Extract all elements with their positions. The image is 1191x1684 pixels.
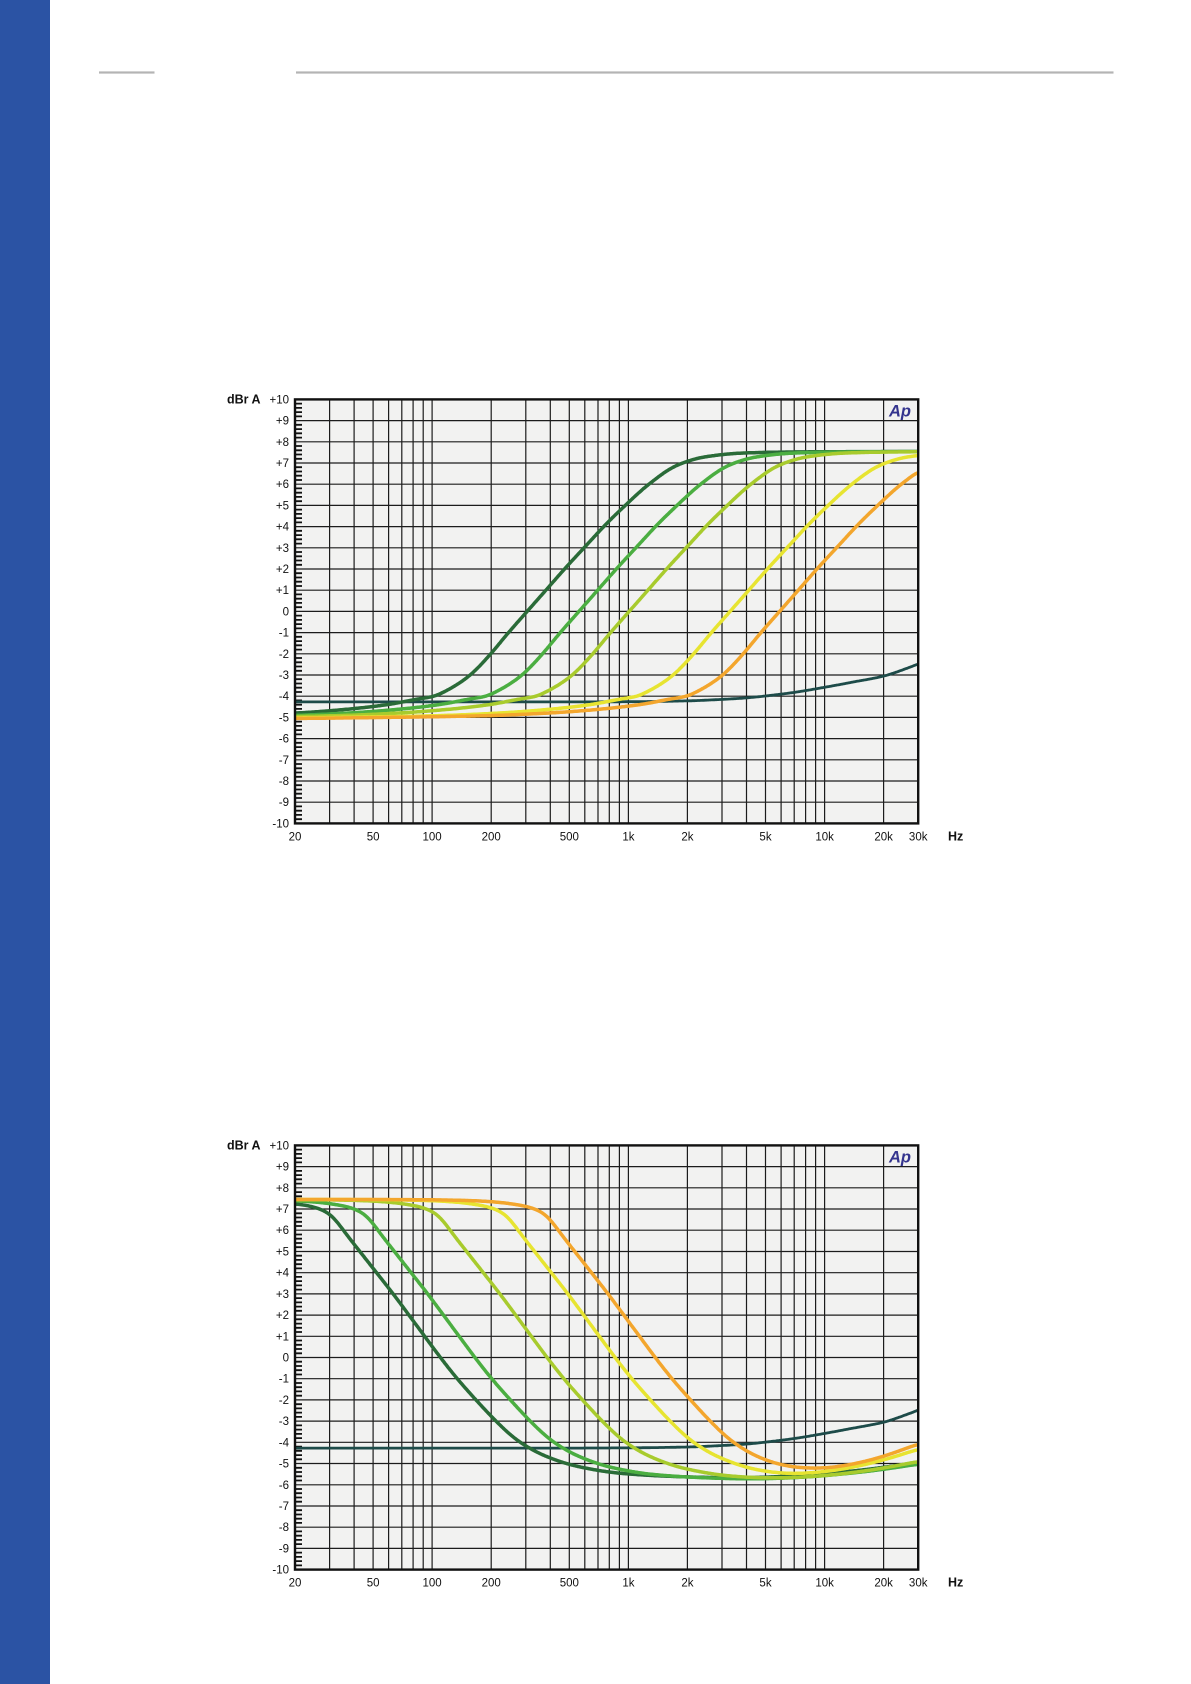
svg-text:+8: +8 xyxy=(276,1183,289,1195)
svg-text:+3: +3 xyxy=(276,1289,289,1301)
svg-text:0: 0 xyxy=(283,1353,289,1365)
svg-text:-10: -10 xyxy=(272,1565,289,1577)
svg-text:-3: -3 xyxy=(279,670,289,682)
svg-text:+4: +4 xyxy=(276,1268,290,1280)
svg-text:1k: 1k xyxy=(622,1578,634,1590)
svg-text:20k: 20k xyxy=(874,831,893,843)
svg-text:dBr A: dBr A xyxy=(227,1139,261,1153)
svg-text:+10: +10 xyxy=(269,394,289,406)
svg-text:Hz: Hz xyxy=(948,1576,963,1590)
svg-text:-4: -4 xyxy=(279,1437,290,1449)
svg-text:+10: +10 xyxy=(269,1140,289,1152)
svg-text:+3: +3 xyxy=(276,543,289,555)
svg-text:200: 200 xyxy=(482,1578,501,1590)
svg-text:-4: -4 xyxy=(279,691,290,703)
svg-text:+1: +1 xyxy=(276,585,289,597)
svg-text:+2: +2 xyxy=(276,1310,289,1322)
svg-text:10k: 10k xyxy=(815,1578,834,1590)
svg-text:50: 50 xyxy=(367,1578,380,1590)
svg-text:-7: -7 xyxy=(279,1501,289,1513)
svg-text:+5: +5 xyxy=(276,1247,289,1259)
svg-text:+4: +4 xyxy=(276,522,290,534)
svg-text:200: 200 xyxy=(482,831,501,843)
svg-text:-10: -10 xyxy=(272,818,289,830)
svg-text:50: 50 xyxy=(367,831,380,843)
svg-text:dBr A: dBr A xyxy=(227,393,261,407)
svg-text:-2: -2 xyxy=(279,649,289,661)
svg-text:-6: -6 xyxy=(279,734,289,746)
svg-text:0: 0 xyxy=(283,606,289,618)
svg-text:+6: +6 xyxy=(276,1225,289,1237)
svg-text:-8: -8 xyxy=(279,776,289,788)
svg-text:-5: -5 xyxy=(279,1459,289,1471)
svg-text:2k: 2k xyxy=(681,831,693,843)
svg-text:+6: +6 xyxy=(276,479,289,491)
svg-text:+9: +9 xyxy=(276,416,289,428)
svg-text:-2: -2 xyxy=(279,1395,289,1407)
svg-text:500: 500 xyxy=(560,1578,579,1590)
svg-text:5k: 5k xyxy=(759,1578,771,1590)
svg-text:-9: -9 xyxy=(279,797,289,809)
svg-text:+1: +1 xyxy=(276,1331,289,1343)
svg-text:+5: +5 xyxy=(276,500,289,512)
svg-text:Hz: Hz xyxy=(948,829,963,843)
svg-text:2k: 2k xyxy=(681,1578,693,1590)
svg-text:Ap: Ap xyxy=(888,402,911,420)
svg-text:+7: +7 xyxy=(276,1204,289,1216)
svg-text:-3: -3 xyxy=(279,1416,289,1428)
svg-text:100: 100 xyxy=(423,831,442,843)
svg-text:-8: -8 xyxy=(279,1522,289,1534)
svg-text:30k: 30k xyxy=(909,1578,928,1590)
svg-text:+7: +7 xyxy=(276,458,289,470)
svg-text:30k: 30k xyxy=(909,831,928,843)
svg-text:-5: -5 xyxy=(279,712,289,724)
svg-text:-6: -6 xyxy=(279,1480,289,1492)
svg-text:5k: 5k xyxy=(759,831,771,843)
svg-text:+9: +9 xyxy=(276,1162,289,1174)
svg-text:1k: 1k xyxy=(622,831,634,843)
svg-text:20: 20 xyxy=(289,1578,302,1590)
svg-text:100: 100 xyxy=(423,1578,442,1590)
svg-text:-1: -1 xyxy=(279,1374,289,1386)
svg-text:10k: 10k xyxy=(815,831,834,843)
svg-text:20k: 20k xyxy=(874,1578,893,1590)
svg-text:+8: +8 xyxy=(276,437,289,449)
svg-text:Ap: Ap xyxy=(888,1148,911,1166)
svg-text:20: 20 xyxy=(289,831,302,843)
svg-text:500: 500 xyxy=(560,831,579,843)
svg-text:-9: -9 xyxy=(279,1543,289,1555)
svg-text:+2: +2 xyxy=(276,564,289,576)
svg-text:-1: -1 xyxy=(279,628,289,640)
svg-text:-7: -7 xyxy=(279,755,289,767)
